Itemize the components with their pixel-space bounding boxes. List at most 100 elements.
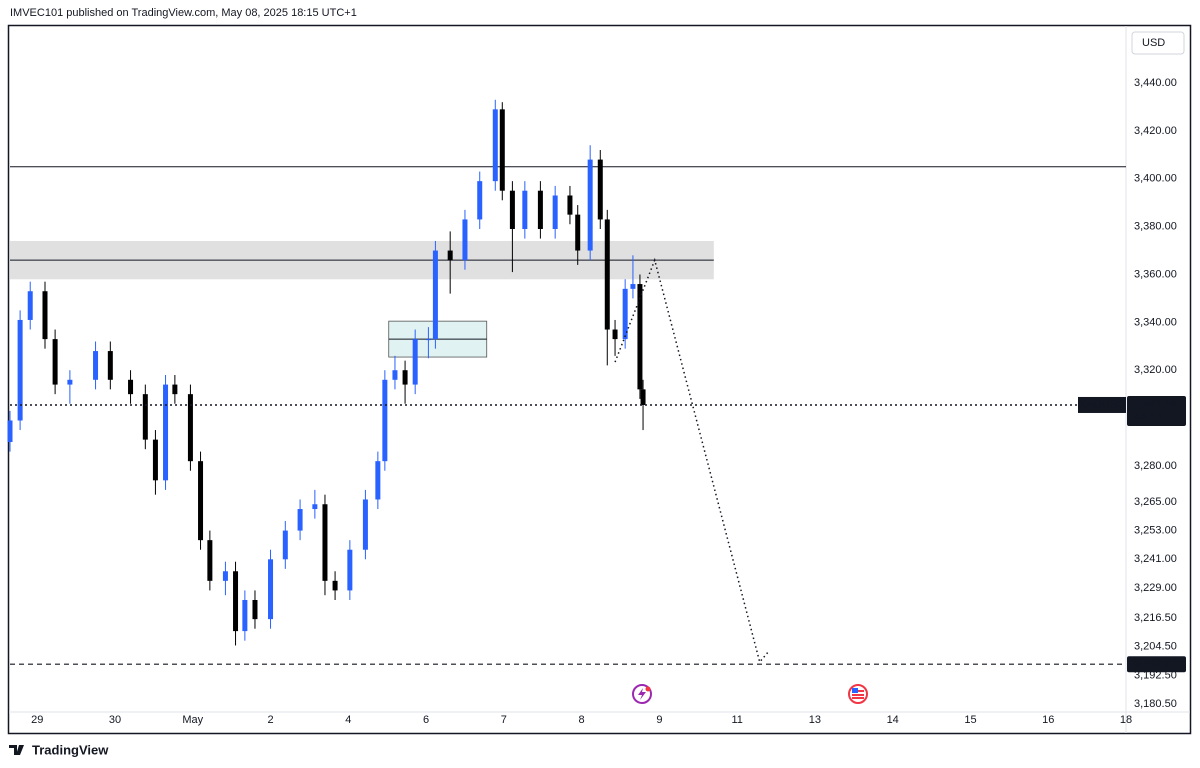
candle-body xyxy=(312,504,318,510)
candle-body xyxy=(152,439,158,481)
x-tick-label: 18 xyxy=(1120,714,1132,726)
y-tick-label: 3,253.00 xyxy=(1134,524,1177,536)
currency-label: USD xyxy=(1142,37,1165,49)
candle-body xyxy=(587,159,593,251)
candle-body xyxy=(382,379,388,462)
candle-body xyxy=(522,190,528,230)
candle-body xyxy=(462,219,468,261)
candle-body xyxy=(604,219,610,330)
x-tick-label: 30 xyxy=(109,714,121,726)
candle-body xyxy=(492,109,498,182)
candle-body xyxy=(93,351,99,380)
candle-body xyxy=(52,339,58,385)
candle-body xyxy=(172,384,178,395)
x-tick-label: 4 xyxy=(345,714,351,726)
x-tick-label: 11 xyxy=(731,714,742,726)
candle-body xyxy=(322,504,328,581)
x-tick-label: 15 xyxy=(964,714,976,726)
x-tick-label: 13 xyxy=(809,714,821,726)
x-tick-label: 6 xyxy=(423,714,429,726)
candle-body xyxy=(375,461,381,500)
candle-body xyxy=(27,291,33,320)
candle-body xyxy=(477,181,483,220)
candle-body xyxy=(17,319,23,421)
footer-logo[interactable]: TradingView xyxy=(9,742,109,757)
candle-body xyxy=(432,250,438,340)
candle-body xyxy=(163,384,169,481)
event-icon-bolt xyxy=(638,688,646,700)
y-tick-label: 3,340.00 xyxy=(1134,316,1177,328)
y-tick-label: 3,280.00 xyxy=(1134,460,1177,472)
x-tick-label: 16 xyxy=(1042,714,1054,726)
candle-body xyxy=(412,339,418,385)
candle-body xyxy=(67,379,73,385)
y-tick-label: 3,380.00 xyxy=(1134,221,1177,233)
chart-frame xyxy=(7,24,1192,735)
y-tick-label: 3,180.50 xyxy=(1134,698,1177,710)
candle-body xyxy=(640,389,646,405)
event-icon-dot xyxy=(645,686,651,692)
candle-body xyxy=(425,339,431,341)
candle-body xyxy=(362,499,368,550)
y-tick-label: 3,440.00 xyxy=(1134,77,1177,89)
x-tick-label: 2 xyxy=(267,714,273,726)
symbol-label-bg xyxy=(1078,396,1126,413)
candle-body xyxy=(242,599,248,632)
candle-body xyxy=(142,394,148,440)
target-label-bg xyxy=(1127,656,1186,673)
us-event-icon[interactable] xyxy=(848,684,868,704)
y-tick-label: 3,320.00 xyxy=(1134,364,1177,376)
x-tick-label: 29 xyxy=(31,714,43,726)
logo-mark xyxy=(9,745,24,755)
x-tick-label: 14 xyxy=(887,714,899,726)
candle-body xyxy=(509,190,515,230)
candle-body xyxy=(552,195,558,230)
x-tick-label: 9 xyxy=(656,714,662,726)
x-tick-label: 8 xyxy=(579,714,585,726)
y-tick-label: 3,241.00 xyxy=(1134,553,1177,565)
candle-body xyxy=(637,284,643,390)
candle-body xyxy=(252,599,258,620)
candle-body xyxy=(268,559,274,620)
flag-stripe xyxy=(852,694,864,696)
y-tick-label: 3,229.00 xyxy=(1134,582,1177,594)
projection-path xyxy=(614,257,769,664)
currency-button[interactable] xyxy=(1131,31,1185,55)
footer-brand: TradingView xyxy=(32,742,109,757)
candle-body xyxy=(499,109,505,191)
candle-body xyxy=(597,159,603,220)
flag-canton xyxy=(852,688,858,693)
candle-body xyxy=(107,351,113,380)
candle-body xyxy=(347,549,353,591)
y-tick-label: 3,420.00 xyxy=(1134,125,1177,137)
y-tick-label: 3,204.50 xyxy=(1134,641,1177,653)
candle-body xyxy=(187,394,193,462)
candle-body xyxy=(297,509,303,531)
candle-body xyxy=(282,530,288,560)
candle-body xyxy=(222,571,228,581)
candle-body xyxy=(567,195,573,215)
y-tick-label: 3,192.50 xyxy=(1134,669,1177,681)
header-title: IMVEC101 published on TradingView.com, M… xyxy=(10,7,357,19)
x-tick-label: May xyxy=(182,714,203,726)
candle-body xyxy=(128,379,134,395)
target-label: 3,197.17 xyxy=(1134,658,1177,670)
event-icon[interactable] xyxy=(632,684,652,704)
candle-body xyxy=(207,540,213,581)
candle-body xyxy=(392,370,398,380)
candle-body xyxy=(42,291,48,340)
y-tick-label: 3,216.50 xyxy=(1134,612,1177,624)
price-label-bg xyxy=(1127,395,1186,426)
y-tick-label: 3,360.00 xyxy=(1134,268,1177,280)
candle-body xyxy=(575,214,581,251)
candle-body xyxy=(537,190,543,230)
x-tick-label: 7 xyxy=(501,714,507,726)
candle-body xyxy=(622,288,628,340)
last-price-label: 3,305.48 xyxy=(1134,398,1177,410)
plot-area xyxy=(7,99,1126,664)
flag-stripe xyxy=(852,697,864,699)
candle-body xyxy=(7,420,13,443)
candle-body xyxy=(447,250,453,261)
